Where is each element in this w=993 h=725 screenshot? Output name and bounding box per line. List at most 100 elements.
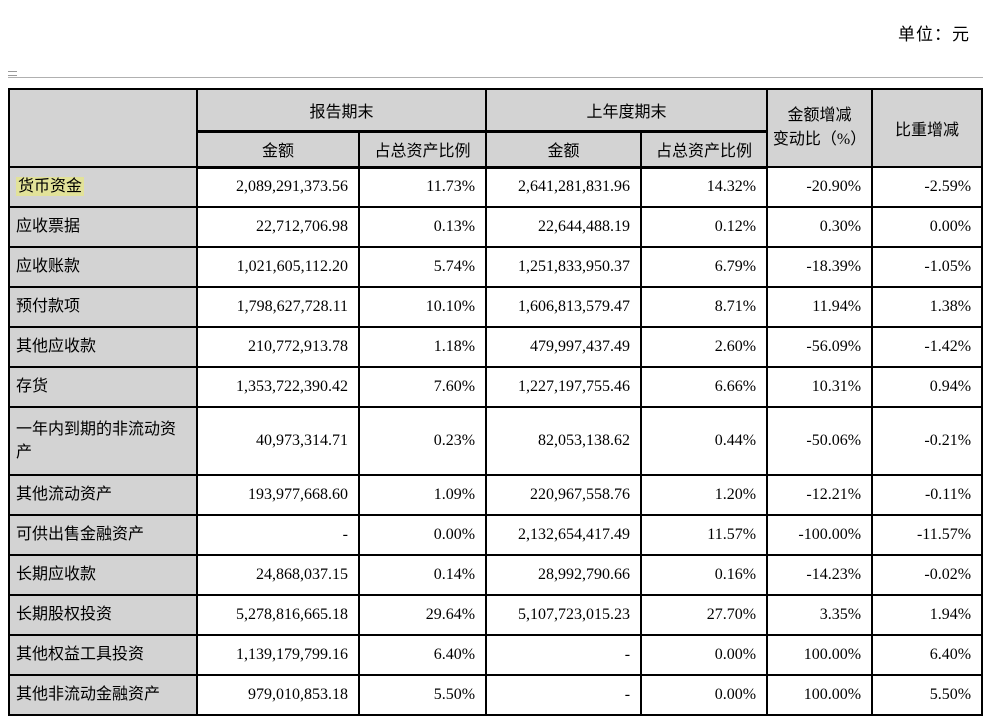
weight-change-cell: -2.59% [871,166,984,208]
ratio-cell: 0.13% [357,206,488,248]
amount-change-cell: 10.31% [766,366,874,408]
weight-change-cell: 0.94% [871,366,984,408]
amount-change-cell: -100.00% [766,514,874,556]
table-row-noncurrent-due-within-year: 一年内到期的非流动资产 40,973,314.71 0.23% 82,053,1… [8,406,984,476]
weight-change-cell: 1.38% [871,286,984,328]
subheader-ratio-prev: 占总资产比例 [640,130,769,169]
amount-change-cell: -56.09% [766,326,874,368]
subheader-amount-report: 金额 [196,130,360,169]
amount-cell: 1,139,179,799.16 [196,634,360,676]
prev-amount-cell: 22,644,488.19 [485,206,643,248]
weight-change-cell: -1.42% [871,326,984,368]
weight-change-cell: 0.00% [871,206,984,248]
weight-change-cell: -0.21% [871,406,984,476]
row-label-cell: 一年内到期的非流动资产 [8,406,198,476]
prev-amount-cell: 2,132,654,417.49 [485,514,643,556]
row-label-cell: 可供出售金融资产 [8,514,198,556]
amount-change-cell: -20.90% [766,166,874,208]
table-row-accounts-receivable: 应收账款 1,021,605,112.20 5.74% 1,251,833,95… [8,246,984,288]
table-header: 报告期末 上年度期末 金额增减 变动比（%） 比重增减 金额 占总资产比例 金额… [8,88,984,169]
prev-amount-cell: 1,251,833,950.37 [485,246,643,288]
ratio-cell: 0.00% [357,514,488,556]
ratio-cell: 5.50% [357,674,488,716]
ratio-cell: 11.73% [357,166,488,208]
weight-change-cell: 1.94% [871,594,984,636]
weight-change-cell: -1.05% [871,246,984,288]
prev-ratio-cell: 14.32% [640,166,769,208]
ratio-cell: 7.60% [357,366,488,408]
corner-cell [8,88,198,168]
weight-change-cell: -0.02% [871,554,984,596]
subheader-ratio-report: 占总资产比例 [357,130,488,169]
prev-ratio-cell: 11.57% [640,514,769,556]
table-row-other-current-assets: 其他流动资产 193,977,668.60 1.09% 220,967,558.… [8,474,984,516]
prev-ratio-cell: 6.66% [640,366,769,408]
ratio-cell: 6.40% [357,634,488,676]
top-divider [8,77,983,78]
prev-amount-cell: - [485,634,643,676]
table-row-other-receivables: 其他应收款 210,772,913.78 1.18% 479,997,437.4… [8,326,984,368]
prev-ratio-cell: 0.00% [640,634,769,676]
amount-cell: 24,868,037.15 [196,554,360,596]
amount-cell: 1,021,605,112.20 [196,246,360,288]
header-weight-change: 比重增减 [871,88,984,168]
ratio-cell: 1.18% [357,326,488,368]
table-row-long-term-receivables: 长期应收款 24,868,037.15 0.14% 28,992,790.66 … [8,554,984,596]
row-label-cell: 长期股权投资 [8,594,198,636]
prev-amount-cell: 1,227,197,755.46 [485,366,643,408]
amount-cell: 979,010,853.18 [196,674,360,716]
row-label-cell: 存货 [8,366,198,408]
amount-cell: 22,712,706.98 [196,206,360,248]
prev-amount-cell: 82,053,138.62 [485,406,643,476]
table-body: 货币资金 2,089,291,373.56 11.73% 2,641,281,8… [8,166,984,716]
row-label-cell: 其他流动资产 [8,474,198,516]
amount-change-cell: 100.00% [766,634,874,676]
table-row-inventory: 存货 1,353,722,390.42 7.60% 1,227,197,755.… [8,366,984,408]
row-label-cell: 应收账款 [8,246,198,288]
amount-change-cell: -12.21% [766,474,874,516]
ratio-cell: 0.23% [357,406,488,476]
row-label-cell: 货币资金 [8,166,198,208]
table-row-other-noncurrent-financial-assets: 其他非流动金融资产 979,010,853.18 5.50% - 0.00% 1… [8,674,984,716]
amount-cell: - [196,514,360,556]
row-label-cell: 其他应收款 [8,326,198,368]
amount-cell: 1,353,722,390.42 [196,366,360,408]
prev-amount-cell: 479,997,437.49 [485,326,643,368]
table-anchor-mark [8,71,17,76]
amount-change-cell: 0.30% [766,206,874,248]
prev-amount-cell: 2,641,281,831.96 [485,166,643,208]
table-row-long-term-equity-investment: 长期股权投资 5,278,816,665.18 29.64% 5,107,723… [8,594,984,636]
amount-cell: 5,278,816,665.18 [196,594,360,636]
table-row-available-for-sale-financial-assets: 可供出售金融资产 - 0.00% 2,132,654,417.49 11.57%… [8,514,984,556]
amount-cell: 40,973,314.71 [196,406,360,476]
prev-ratio-cell: 27.70% [640,594,769,636]
amount-change-cell: -18.39% [766,246,874,288]
amount-cell: 2,089,291,373.56 [196,166,360,208]
prev-amount-cell: 1,606,813,579.47 [485,286,643,328]
row-label-cell: 长期应收款 [8,554,198,596]
header-report-period-end: 报告期末 [195,88,488,133]
prev-ratio-cell: 0.12% [640,206,769,248]
prev-ratio-cell: 6.79% [640,246,769,288]
table-row-prepayments: 预付款项 1,798,627,728.11 10.10% 1,606,813,5… [8,286,984,328]
ratio-cell: 1.09% [357,474,488,516]
amount-cell: 210,772,913.78 [196,326,360,368]
prev-amount-cell: 5,107,723,015.23 [485,594,643,636]
row-label-cell: 预付款项 [8,286,198,328]
ratio-cell: 29.64% [357,594,488,636]
weight-change-cell: -0.11% [871,474,984,516]
weight-change-cell: 6.40% [871,634,984,676]
ratio-cell: 0.14% [357,554,488,596]
amount-cell: 1,798,627,728.11 [196,286,360,328]
header-amount-change: 金额增减 变动比（%） [766,88,874,168]
prev-ratio-cell: 0.44% [640,406,769,476]
prev-amount-cell: 28,992,790.66 [485,554,643,596]
ratio-cell: 10.10% [357,286,488,328]
asset-composition-table: 报告期末 上年度期末 金额增减 变动比（%） 比重增减 金额 占总资产比例 金额… [8,88,984,716]
weight-change-cell: 5.50% [871,674,984,716]
prev-ratio-cell: 1.20% [640,474,769,516]
row-label-cell: 应收票据 [8,206,198,248]
table-row-notes-receivable: 应收票据 22,712,706.98 0.13% 22,644,488.19 0… [8,206,984,248]
amount-change-cell: -50.06% [766,406,874,476]
subheader-amount-prev: 金额 [485,130,643,169]
